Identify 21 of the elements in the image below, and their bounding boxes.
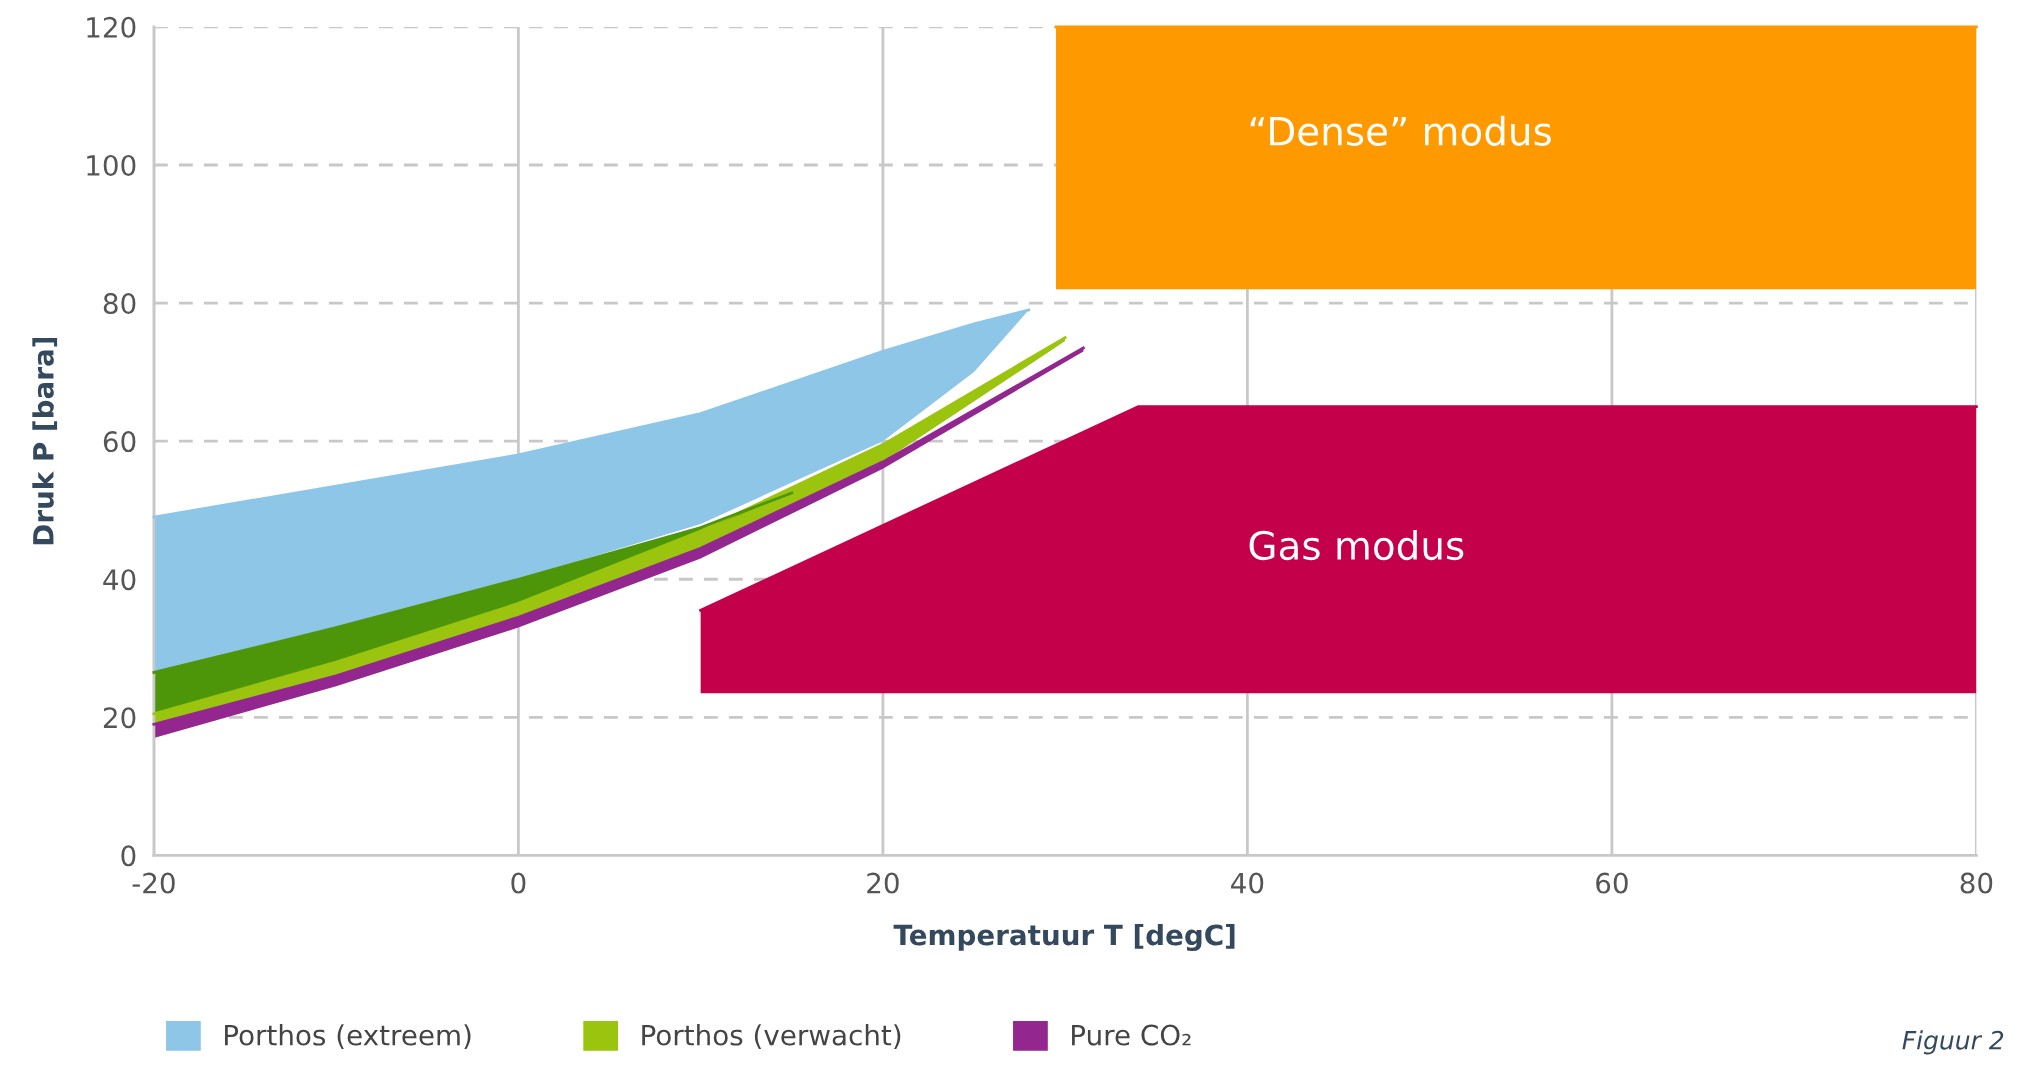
x-tick-label: 20 bbox=[867, 872, 899, 894]
y-tick-label: 40 bbox=[103, 569, 136, 591]
x-tick-label: -20 bbox=[132, 872, 175, 894]
x-tick-label: 0 bbox=[511, 872, 526, 894]
y-tick-label: 60 bbox=[103, 431, 136, 453]
x-tick-label: 80 bbox=[1960, 872, 1993, 894]
legend-label: Pure CO₂ bbox=[1072, 1024, 1191, 1046]
legend-label: Porthos (verwacht) bbox=[642, 1024, 901, 1049]
y-tick-label: 100 bbox=[87, 154, 136, 176]
x-axis-title: Temperatuur T [degC] bbox=[893, 923, 1235, 952]
y-tick-label: 20 bbox=[103, 707, 136, 729]
y-tick-label: 80 bbox=[103, 293, 136, 315]
legend-label: Porthos (extreem) bbox=[225, 1024, 471, 1049]
x-tick-label: 60 bbox=[1596, 872, 1628, 894]
x-tick-label: 40 bbox=[1231, 872, 1264, 894]
annotation: “Dense” modus bbox=[1250, 115, 1551, 146]
y-tick-label: 0 bbox=[121, 845, 136, 867]
y-axis-title: Druk P [bara] bbox=[32, 337, 58, 545]
y-tick-label: 120 bbox=[87, 16, 136, 38]
annotation: Gas modus bbox=[1249, 530, 1464, 561]
text: Figuur 2 bbox=[1902, 1030, 2004, 1055]
